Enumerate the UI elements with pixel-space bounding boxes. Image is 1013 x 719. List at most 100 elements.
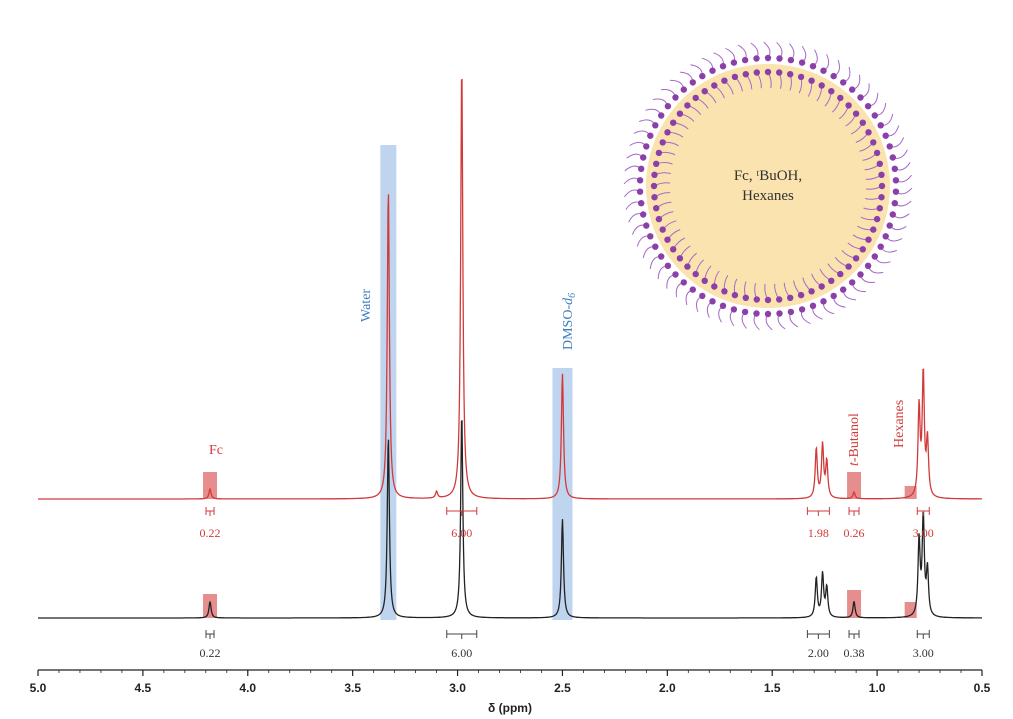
- lipid-head: [845, 263, 852, 270]
- lipid-head: [719, 62, 727, 70]
- analyte-highlight-0: [203, 472, 218, 499]
- x-tick-label-4: 3.0: [449, 681, 466, 695]
- lipid-head: [692, 270, 699, 278]
- lipid-head: [711, 283, 718, 290]
- lipid-head: [787, 294, 794, 301]
- integral-label-1-3: 0.38: [844, 646, 865, 660]
- lipid-head: [672, 271, 679, 278]
- lipid-head: [876, 205, 883, 212]
- integral-mark-0-3: [848, 507, 860, 516]
- lipid-head: [709, 298, 716, 305]
- x-tick-label-0: 5.0: [30, 681, 47, 695]
- lipid-head: [877, 243, 884, 250]
- integral-mark-1-3: [848, 630, 860, 639]
- lipid-head: [877, 122, 884, 129]
- label-water: Water: [359, 289, 374, 322]
- lipid-head: [859, 119, 866, 126]
- lipid-head: [730, 306, 738, 313]
- lipid-head: [653, 205, 660, 212]
- lipid-head: [889, 211, 896, 218]
- integral-mark-1-4: [916, 630, 930, 639]
- micelle-label-line2: Hexanes: [742, 188, 794, 204]
- lipid-head: [797, 291, 805, 299]
- lipid-head: [830, 292, 837, 300]
- integral-mark-1-2: [806, 630, 830, 639]
- lipid-head: [655, 215, 663, 223]
- lipid-head: [664, 129, 671, 136]
- lipid-head: [787, 308, 795, 316]
- lipid-head: [689, 79, 696, 86]
- lipid-head: [742, 294, 749, 301]
- lipid-head: [830, 72, 837, 80]
- lipid-head: [753, 310, 760, 317]
- lipid-head: [684, 102, 691, 109]
- lipid-head: [776, 310, 783, 317]
- lipid-head: [684, 263, 691, 270]
- lipid-head: [886, 222, 893, 229]
- lipid-head: [721, 288, 728, 295]
- lipid-head: [787, 71, 794, 78]
- lipid-head: [680, 279, 687, 286]
- lipid-head: [643, 222, 650, 229]
- lipid-head: [711, 82, 718, 89]
- x-tick-label-2: 4.0: [239, 681, 256, 695]
- analyte-highlight-1: [847, 472, 862, 499]
- lipid-head: [741, 56, 749, 64]
- label-dmso-d: d: [561, 297, 576, 305]
- lipid-head: [636, 188, 644, 195]
- lipid-head: [638, 200, 645, 207]
- integral-mark-0-2: [806, 507, 830, 516]
- lipid-head: [873, 149, 881, 157]
- lipid-head: [730, 59, 738, 66]
- lipid-head: [764, 296, 772, 304]
- lipid-head: [818, 283, 825, 290]
- x-tick-label-7: 1.5: [764, 681, 781, 695]
- lipid-head: [659, 139, 666, 146]
- lipid-head: [876, 160, 883, 167]
- lipid-head: [652, 243, 659, 250]
- lipid-head: [865, 129, 872, 136]
- lipid-head: [764, 310, 772, 318]
- highlights: [203, 145, 917, 620]
- integrals: 0.22 6.00 1.98 0.26 3.00 0.22 6.00 2.00 0.38 3.00: [200, 507, 934, 660]
- integral-mark-0-4: [916, 507, 930, 516]
- highlight-water: [380, 145, 397, 620]
- x-tick-label-1: 4.5: [135, 681, 152, 695]
- lipid-head: [889, 154, 896, 161]
- label-dmso-6: 6: [567, 293, 578, 298]
- lipid-head: [808, 77, 815, 84]
- spectrum-red-line: [38, 78, 982, 500]
- lipid-head: [870, 226, 877, 233]
- lipid-head: [840, 286, 847, 293]
- lipid-head: [886, 143, 893, 150]
- label-tbutanol-rest: -Butanol: [847, 413, 862, 462]
- integral-label-1-1: 6.00: [451, 646, 472, 660]
- lipid-head: [891, 165, 898, 172]
- lipid-head: [797, 73, 805, 81]
- lipid-head: [658, 112, 665, 119]
- lipid-head: [731, 291, 739, 299]
- lipid-head: [809, 62, 817, 70]
- lipid-head: [764, 54, 772, 62]
- lipid-head: [787, 56, 795, 64]
- lipid-head: [870, 139, 877, 146]
- lipid-head: [699, 72, 706, 80]
- micelle-core: [646, 64, 890, 308]
- lipid-head: [864, 103, 872, 110]
- lipid-head: [664, 236, 671, 243]
- spectrum-black-line: [38, 420, 982, 619]
- lipid-head: [828, 277, 835, 284]
- lipid-head: [652, 122, 659, 129]
- analyte-highlight-5: [904, 602, 917, 618]
- lipid-head: [636, 177, 644, 184]
- lipid-head: [892, 188, 900, 195]
- lipid-head: [741, 308, 749, 316]
- lipid-head: [820, 298, 827, 305]
- lipid-head: [672, 94, 679, 101]
- lipid-head: [849, 279, 856, 286]
- lipid-head: [776, 69, 783, 76]
- x-axis-title: δ (ppm): [488, 701, 532, 715]
- lipid-head: [753, 296, 760, 303]
- lipid-head: [857, 94, 864, 101]
- lipid-head: [857, 271, 864, 278]
